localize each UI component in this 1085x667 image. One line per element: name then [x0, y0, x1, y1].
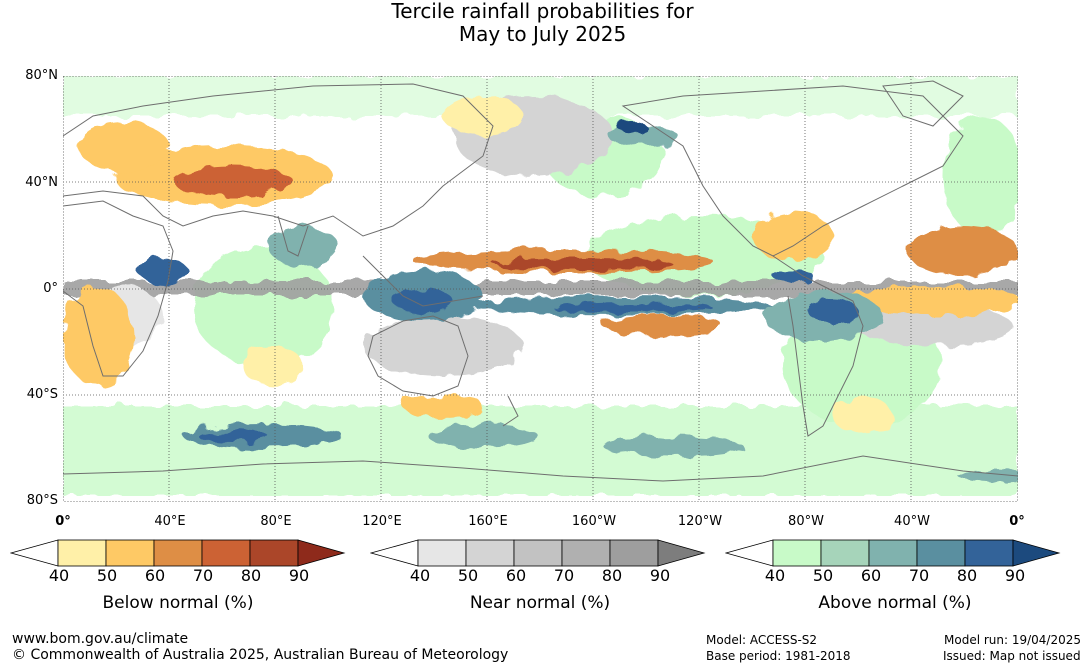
colorbar-swatch	[561, 539, 611, 567]
tick: 80	[956, 566, 978, 585]
tick: 60	[505, 566, 527, 585]
graticule	[63, 76, 1018, 502]
tick: 80	[601, 566, 623, 585]
footer-copyright: © Commonwealth of Australia 2025, Austra…	[12, 647, 509, 663]
footer-model-run: Model run: 19/04/2025	[944, 633, 1082, 647]
colorbar-swatch	[964, 539, 1014, 567]
colorbar-swatch	[513, 539, 563, 567]
colorbar-swatch	[417, 539, 467, 567]
colorbar-swatch	[201, 539, 251, 567]
lon-label-160w: 160°W	[571, 514, 617, 529]
colorbar-swatch	[249, 539, 299, 567]
lat-label-40s: 40°S	[26, 387, 58, 402]
colorbar-below-title: Below normal (%)	[102, 593, 254, 613]
map-title: Tercile rainfall probabilities for May t…	[0, 0, 1085, 46]
colorbar-swatch	[916, 539, 966, 567]
lon-label-0-east: 0°	[1009, 514, 1025, 529]
colorbar-swatch	[105, 539, 155, 567]
colorbar-extend-low	[10, 539, 59, 567]
tick: 70	[553, 566, 575, 585]
title-line-1: Tercile rainfall probabilities for	[391, 0, 694, 23]
tick: 60	[860, 566, 882, 585]
colorbar-swatch	[465, 539, 515, 567]
lat-label-0: 0°	[43, 281, 58, 296]
colorbar-near-normal	[370, 539, 706, 567]
lon-label-120e: 120°E	[362, 514, 402, 529]
footer-model: Model: ACCESS-S2	[706, 633, 818, 647]
lon-label-0-west: 0°	[55, 514, 71, 529]
tick: 80	[240, 566, 262, 585]
rainfall-probability-map	[63, 76, 1018, 502]
colorbar-extend-low	[725, 539, 774, 567]
colorbar-swatch	[57, 539, 107, 567]
colorbar-extend-low	[370, 539, 419, 567]
footer-base-period: Base period: 1981-2018	[706, 649, 851, 663]
colorbar-extend-high	[297, 539, 346, 567]
lon-label-120w: 120°W	[677, 514, 723, 529]
colorbar-extend-high	[1012, 539, 1061, 567]
colorbar-above-title: Above normal (%)	[818, 593, 972, 613]
colorbar-near-title: Near normal (%)	[469, 593, 611, 613]
colorbar-swatch	[868, 539, 918, 567]
colorbar-extend-high	[657, 539, 706, 567]
colorbar-swatch	[820, 539, 870, 567]
lat-label-80s: 80°S	[26, 493, 58, 508]
colorbar-swatch	[153, 539, 203, 567]
tick: 40	[409, 566, 431, 585]
tick: 90	[649, 566, 671, 585]
lon-label-80w: 80°W	[788, 514, 824, 529]
colorbar-swatch	[609, 539, 659, 567]
coastlines	[63, 80, 1018, 482]
lon-label-80e: 80°E	[260, 514, 292, 529]
colorbar-swatch	[772, 539, 822, 567]
lon-label-40w: 40°W	[894, 514, 930, 529]
footer-url: www.bom.gov.au/climate	[12, 631, 189, 647]
tick: 50	[457, 566, 479, 585]
colorbar-above-normal	[725, 539, 1061, 567]
tick: 40	[764, 566, 786, 585]
footer-issued: Issued: Map not issued	[943, 649, 1081, 663]
lat-label-80n: 80°N	[25, 68, 58, 83]
tick: 50	[812, 566, 834, 585]
tick: 40	[48, 566, 70, 585]
title-line-2: May to July 2025	[458, 22, 627, 46]
tick: 90	[288, 566, 310, 585]
tick: 90	[1004, 566, 1026, 585]
lon-label-40e: 40°E	[154, 514, 186, 529]
tick: 50	[96, 566, 118, 585]
tick: 70	[192, 566, 214, 585]
lon-label-160e: 160°E	[468, 514, 508, 529]
colorbar-below-normal	[10, 539, 346, 567]
tick: 60	[144, 566, 166, 585]
lat-label-40n: 40°N	[25, 175, 58, 190]
tick: 70	[908, 566, 930, 585]
